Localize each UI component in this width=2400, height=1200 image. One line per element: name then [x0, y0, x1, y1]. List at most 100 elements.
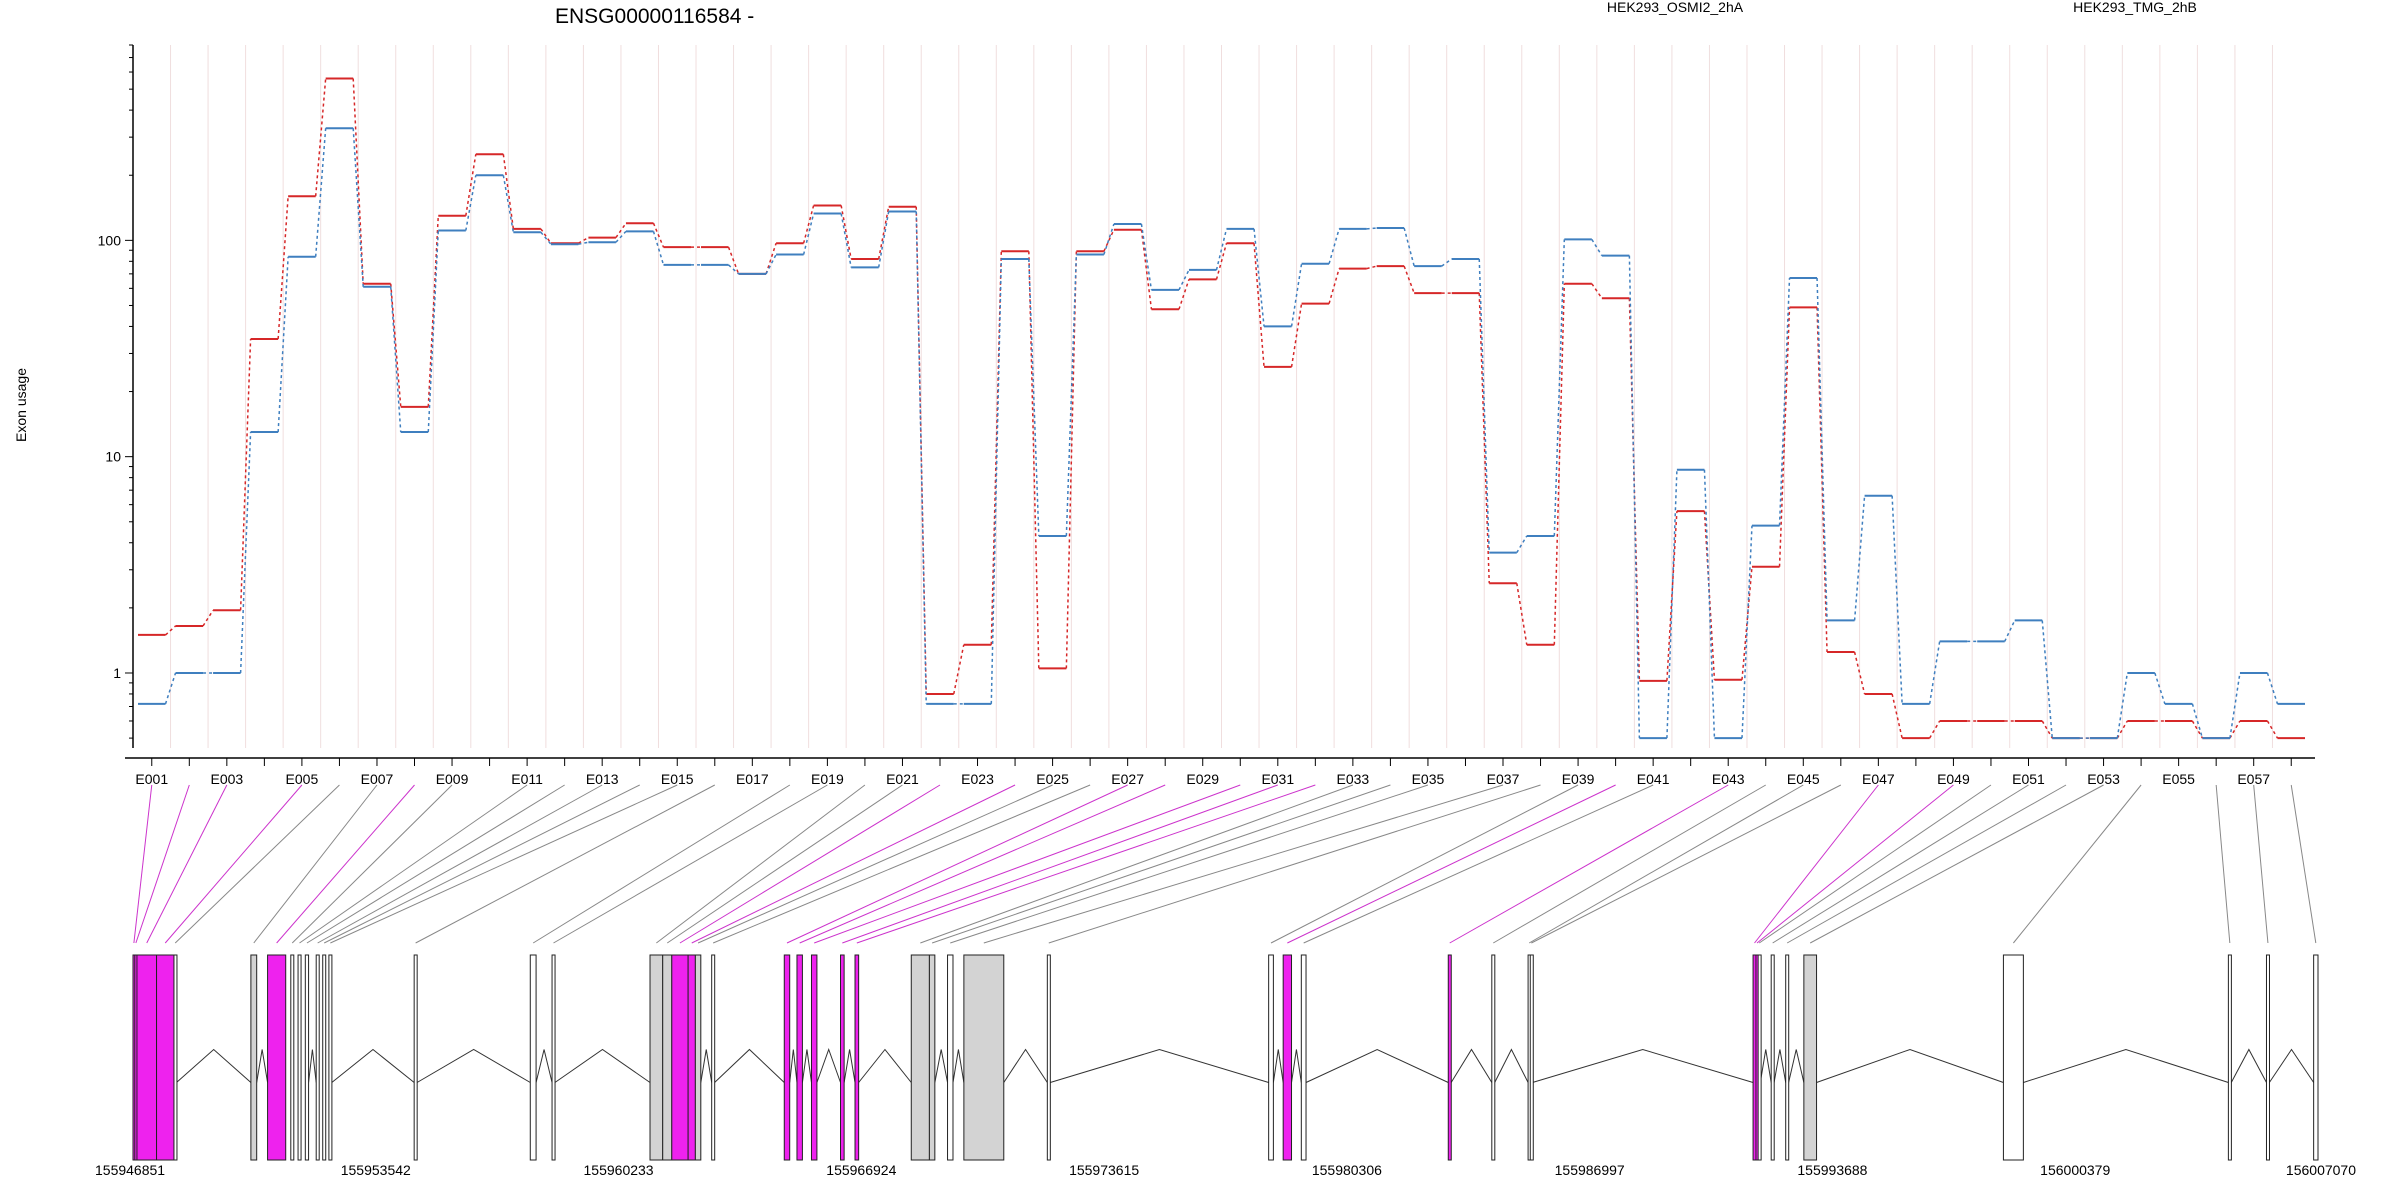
exon-box: [2227, 954, 2232, 1161]
exon-box: [290, 954, 295, 1161]
exon-box: [1529, 954, 1534, 1161]
series-2-connector: [578, 241, 589, 245]
series-2-connector: [1403, 227, 1415, 267]
exon-box: [671, 954, 689, 1161]
exon-connector: [1809, 784, 2104, 944]
exon-tick-label: E053: [2087, 771, 2120, 787]
series-1-connector: [1328, 268, 1340, 304]
genomic-tick-label: 155986997: [1555, 1162, 1625, 1178]
series-1-connector: [1103, 229, 1115, 252]
exon-connector: [712, 784, 1091, 944]
genomic-tick-label: 155960233: [584, 1162, 654, 1178]
series-1-connector: [540, 228, 552, 244]
series-1-connector: [1478, 293, 1490, 584]
exon-connector: [799, 784, 1166, 944]
legend-series-1: HEK293_OSMI2_2hA: [1607, 0, 1744, 15]
exon-connector: [814, 784, 1241, 944]
exon-box: [297, 954, 302, 1161]
series-1-connector: [1853, 651, 1866, 695]
exon-tick-label: E033: [1337, 771, 1370, 787]
chart-title: ENSG00000116584 -: [555, 5, 754, 28]
intron: [1773, 1049, 1787, 1083]
exon-connector: [553, 784, 828, 944]
series-1-connector: [727, 246, 740, 275]
exon-box: [910, 954, 930, 1161]
intron: [1050, 1048, 1269, 1083]
series-2-connector: [1891, 495, 1903, 704]
series-1-connector: [1553, 283, 1566, 645]
series-2-connector: [1366, 227, 1377, 230]
exon-box: [1491, 954, 1496, 1161]
intron: [308, 1049, 317, 1083]
series-2-connector: [2229, 672, 2241, 739]
exon-connector: [415, 784, 716, 944]
y-axis-label: Exon usage: [13, 368, 29, 442]
exon-connector: [1772, 784, 2029, 944]
exon-connector: [253, 784, 378, 944]
series-2-connector: [1553, 239, 1566, 536]
exon-connector: [135, 784, 190, 944]
intron: [1532, 1048, 1754, 1083]
exon-tick-label: E035: [1412, 771, 1445, 787]
series-2-connector: [1853, 495, 1866, 621]
exon-box: [1785, 954, 1790, 1161]
series-1-connector: [1140, 229, 1153, 310]
exon-box: [529, 954, 537, 1161]
exon-box: [649, 954, 664, 1161]
series-1-connector: [1215, 243, 1228, 280]
series-1-connector: [314, 78, 327, 197]
series-1-connector: [1366, 265, 1377, 270]
exon-tick-label: E027: [1111, 771, 1144, 787]
exon-box: [551, 954, 556, 1161]
exon-tick-label: E021: [886, 771, 919, 787]
series-2-connector: [1441, 258, 1453, 267]
intron: [1816, 1048, 2004, 1083]
intron: [1272, 1049, 1284, 1083]
intron: [554, 1048, 651, 1083]
series-1-connector: [578, 236, 589, 244]
exon-box: [928, 954, 936, 1161]
intron: [1305, 1048, 1449, 1083]
exon-connector: [323, 784, 640, 944]
genomic-tick-label: 156000379: [2040, 1162, 2110, 1178]
exon-tick-label: E019: [811, 771, 844, 787]
series-2: [138, 127, 2305, 740]
exon-tick-label: E023: [961, 771, 994, 787]
series-2-connector: [765, 254, 777, 275]
series-2-connector: [728, 264, 740, 275]
exon-connector: [1493, 784, 1767, 944]
series-1-connector: [652, 222, 665, 248]
series-2-connector: [352, 128, 364, 287]
exon-connector: [920, 784, 1354, 944]
series-2-connector: [1928, 641, 1941, 704]
exon-connector: [1048, 784, 1541, 944]
series-2-connector: [1703, 469, 1716, 739]
exon-box: [947, 954, 954, 1161]
intron: [1788, 1049, 1805, 1083]
exon-connector: [1528, 784, 1804, 944]
exon-tick-label: E045: [1787, 771, 1820, 787]
exon-connector: [1531, 784, 1842, 944]
series-2-connector: [802, 213, 815, 255]
intron: [176, 1048, 252, 1083]
intron: [801, 1049, 812, 1083]
exon-box: [694, 954, 702, 1161]
exon-connector: [786, 784, 1128, 944]
exon-connector: [1270, 784, 1579, 944]
intron: [934, 1049, 949, 1083]
series-1-connector: [615, 222, 627, 239]
exon-connector: [1449, 784, 1729, 944]
exon-tick-label: E025: [1036, 771, 1069, 787]
exon-connector: [306, 784, 565, 944]
exon-axis: E001 E003 E005 E007 E009 E011 E013 E015 E017 E019…: [125, 757, 2315, 787]
exon-connector: [2253, 784, 2269, 944]
exon-tick-label: E017: [736, 771, 769, 787]
series-1-connector: [389, 283, 402, 407]
series-2-connector: [502, 175, 515, 233]
series-2-connector: [1778, 277, 1791, 526]
legend-series-2: HEK293_TMG_2hB: [2073, 0, 2197, 15]
exon-connector: [697, 784, 1053, 944]
y-axis: 1 10 100: [98, 44, 134, 748]
intron: [416, 1048, 531, 1083]
